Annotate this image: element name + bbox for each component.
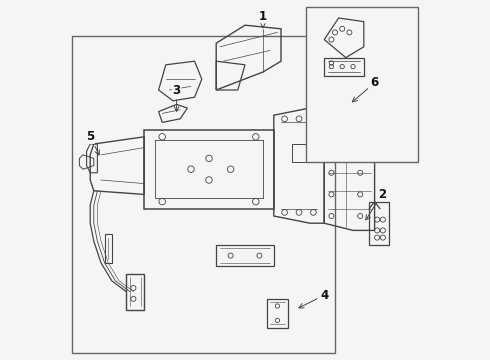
Text: 6: 6 (352, 76, 379, 102)
Text: 3: 3 (172, 84, 181, 111)
Bar (72, 36, 335, 353)
Text: 2: 2 (366, 188, 386, 220)
Text: 1: 1 (259, 10, 267, 28)
Text: 5: 5 (86, 130, 99, 155)
Bar (306, 7, 418, 162)
Text: 4: 4 (299, 289, 328, 308)
